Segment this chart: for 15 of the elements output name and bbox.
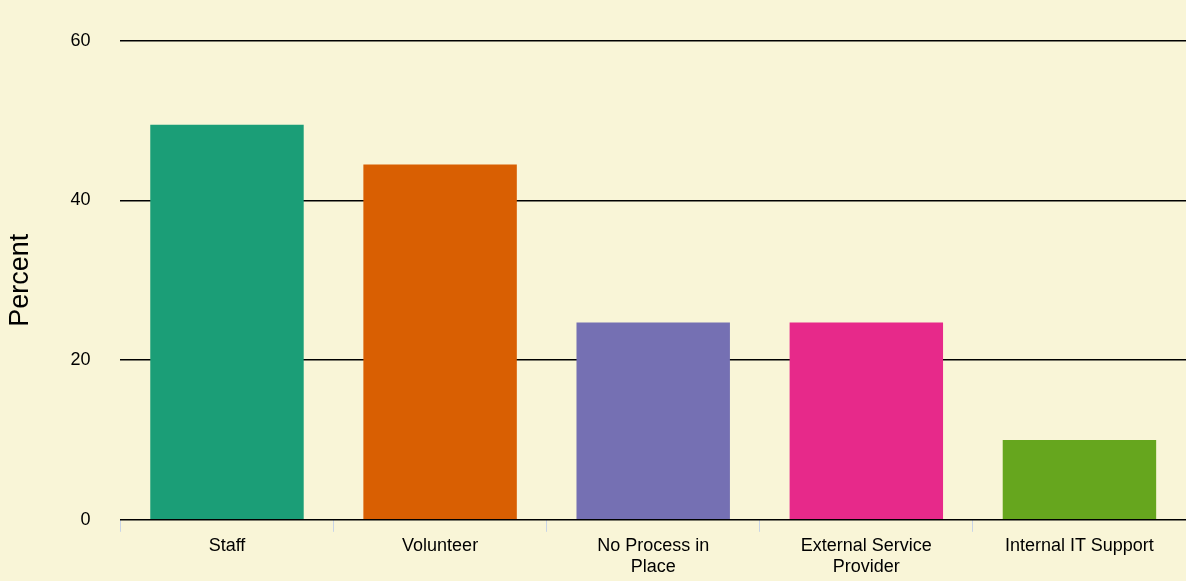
bar [576, 322, 730, 520]
bar [789, 322, 944, 520]
bar [1002, 439, 1157, 520]
y-tick-label: 20 [70, 349, 91, 370]
x-tick-label: External Service Provider [800, 534, 932, 577]
x-tick-label: Staff [208, 534, 247, 555]
y-tick-label: 60 [70, 29, 91, 50]
x-tick-label: No Process in Place [597, 534, 710, 577]
y-axis-title: Percent [3, 233, 34, 327]
bar [363, 164, 517, 520]
x-tick-label: Volunteer [402, 534, 479, 555]
bar [150, 124, 304, 520]
y-tick-label: 40 [70, 189, 91, 210]
y-tick-label: 0 [80, 508, 91, 529]
x-tick-label: Internal IT Support [1005, 534, 1154, 555]
